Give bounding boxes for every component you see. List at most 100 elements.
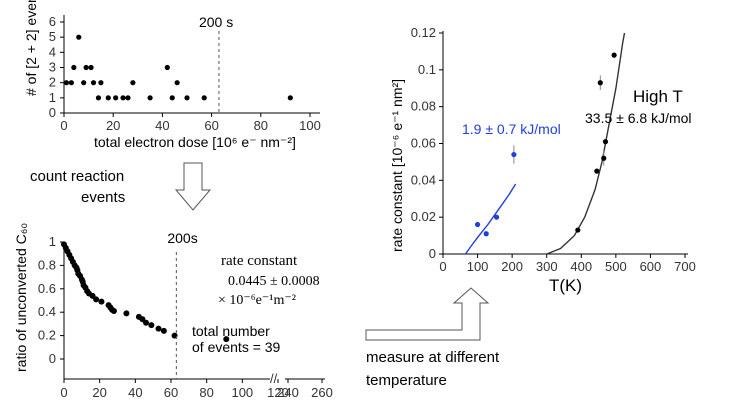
events-point	[120, 95, 126, 101]
rate-point	[601, 155, 607, 161]
rate-x-tick-label: 600	[640, 259, 662, 274]
rate-y-tick-label: 0.06	[411, 136, 436, 151]
events-y-tick-label: 4	[49, 44, 56, 59]
events-total-line1: total number	[192, 323, 270, 339]
events-total-line2: of events = 39	[192, 339, 281, 355]
rate-fit-line	[546, 32, 626, 255]
events-point	[88, 64, 94, 71]
measure-step-line1: measure at different	[366, 349, 500, 366]
rate-x-tick-label: 400	[570, 259, 592, 274]
ratio-point	[110, 308, 117, 315]
rate-x-tick-label: 200	[501, 259, 523, 274]
ratio-y-tick-label: 0.8	[38, 257, 56, 272]
rate-units: × 10⁻⁶e⁻¹m⁻²	[218, 293, 296, 308]
events-point	[184, 95, 190, 101]
events-point	[83, 64, 89, 71]
rate-x-tick-label: 100	[467, 259, 489, 274]
events-x-tick-label: 80	[254, 118, 268, 133]
ratio-y-tick-label: 0.4	[38, 304, 56, 319]
ratio-point	[155, 325, 162, 332]
rate-point	[511, 151, 517, 158]
count-step-line1: count reaction	[30, 168, 124, 185]
ratio-x-tick-label: 0	[60, 385, 67, 400]
ratio-200s-label: 200s	[167, 230, 197, 246]
events-point	[71, 64, 77, 71]
ratio-x-tick-label: 80	[199, 385, 213, 400]
events-point	[95, 95, 102, 101]
events-point	[164, 64, 170, 71]
ratio-y-tick-label: 1	[49, 234, 56, 249]
ratio-point	[148, 322, 155, 329]
events-x-tick-label: 40	[155, 118, 169, 133]
ratio-point	[98, 298, 105, 305]
ratio-point	[223, 336, 230, 343]
rate-chart: 0 100 200 300 400 500 600 700 0 0.02 0.04 0.06 0.08 0…	[389, 25, 696, 295]
events-x-tick-label: 100	[299, 118, 321, 133]
events-point	[76, 34, 82, 40]
rate-y-tick-label: 0.12	[411, 25, 436, 40]
ratio-x-tick-label: 40	[128, 385, 142, 400]
rate-point	[611, 52, 617, 58]
rate-y-tick-label: 0.08	[411, 99, 436, 114]
ratio-y-tick-label: 0.6	[38, 281, 56, 296]
events-y-tick-label: 0	[49, 105, 56, 120]
events-y-tick-label: 5	[49, 29, 56, 44]
rate-y-tick-label: 0.04	[411, 172, 436, 187]
ratio-x-tick-label: 60	[164, 385, 178, 400]
ratio-point	[160, 327, 167, 334]
measure-step-line2: temperature	[366, 372, 447, 389]
ratio-point	[93, 296, 100, 303]
events-point	[147, 95, 153, 101]
events-x-tick-label: 20	[106, 118, 120, 133]
rate-x-tick-label: 0	[439, 259, 446, 274]
rate-point	[474, 221, 481, 228]
rate-point	[483, 231, 489, 237]
ratio-x-tick-label: 20	[92, 385, 106, 400]
rate-title: rate constant	[221, 253, 298, 269]
rate-y-tick-label: 0.1	[418, 62, 436, 77]
ratio-y-tick-label: 0.2	[38, 328, 56, 343]
events-y-tick-label: 1	[49, 90, 56, 105]
rate-x-tick-label: 700	[674, 259, 696, 274]
events-point	[105, 95, 111, 101]
low-t-series-label: 1.9 ± 0.7 kJ/mol	[462, 121, 561, 137]
ratio-x-tick-label: 100	[231, 385, 253, 400]
rate-y-tick-label: 0.02	[411, 209, 436, 224]
rate-point	[597, 80, 603, 86]
events-point	[169, 95, 175, 101]
events-point	[287, 95, 293, 101]
events-x-tick-label: 0	[60, 118, 67, 133]
high-t-label: High T	[633, 87, 683, 106]
events-point	[125, 95, 131, 101]
events-point	[63, 80, 70, 86]
high-t-series-label: 33.5 ± 6.8 kJ/mol	[585, 110, 692, 126]
rate-fit-line	[464, 183, 517, 255]
events-y-tick-label: 2	[49, 75, 56, 90]
events-point	[81, 80, 87, 86]
count-step-line2: events	[81, 189, 125, 206]
events-point	[113, 95, 119, 101]
down-arrow-icon	[174, 162, 212, 211]
measure-step: measure at different temperature	[365, 287, 500, 389]
events-point	[130, 80, 136, 86]
count-step: count reaction events	[30, 162, 212, 211]
rate-point	[575, 227, 581, 233]
events-200s-label: 200 s	[199, 14, 233, 30]
ratio-y-tick-label: 0	[49, 351, 56, 366]
axis-break-mark: //	[270, 371, 278, 386]
ratio-x-tick-label: 120	[267, 385, 289, 400]
rate-point	[493, 214, 500, 220]
rate-value: 0.0445 ± 0.0008	[228, 274, 320, 289]
rate-x-tick-label: 500	[605, 259, 627, 274]
events-point	[201, 95, 207, 101]
ratio-point	[143, 319, 150, 326]
events-point	[174, 80, 180, 86]
events-y-tick-label: 3	[49, 60, 56, 75]
rate-y-tick-label: 0	[429, 246, 436, 261]
ratio-x-tick-label: 260	[311, 385, 333, 400]
rate-point	[602, 139, 609, 145]
ratio-point	[123, 310, 130, 317]
